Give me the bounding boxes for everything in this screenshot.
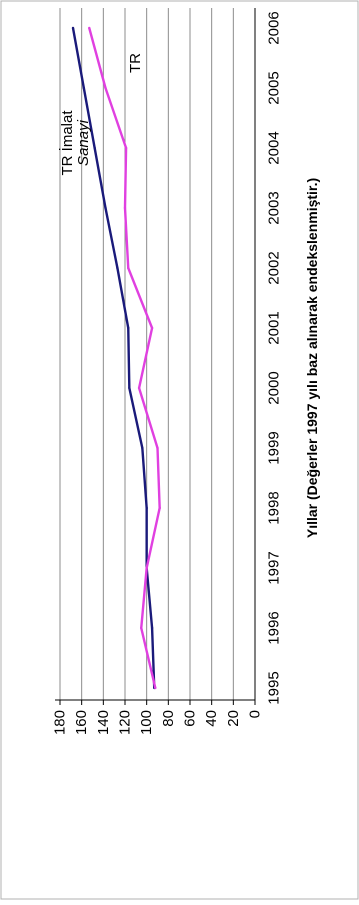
- data-point: [140, 626, 143, 630]
- value-tick-label: 20: [225, 710, 242, 727]
- data-point: [128, 386, 131, 390]
- series-line-tr: [88, 27, 161, 689]
- year-tick-label: 2005: [266, 71, 283, 104]
- data-point: [150, 326, 154, 330]
- data-point: [137, 386, 141, 390]
- data-point: [116, 266, 119, 270]
- series-label-tr: TR: [127, 53, 144, 73]
- year-tick-label: 1996: [266, 611, 283, 644]
- data-point: [104, 206, 107, 210]
- data-point: [154, 686, 157, 690]
- year-tick-label: 2004: [266, 131, 283, 164]
- data-point: [145, 506, 148, 510]
- series-label-line: Sanayi: [75, 119, 92, 166]
- value-tick-label: 100: [138, 710, 155, 735]
- data-point: [158, 506, 161, 510]
- year-tick-label: 2002: [266, 251, 283, 284]
- value-tick-label: 0: [247, 710, 264, 718]
- data-point: [71, 26, 75, 30]
- year-tick-label: 1998: [266, 491, 283, 524]
- data-point: [124, 146, 128, 150]
- series-line-tr-imalat-sanayi: [71, 27, 156, 689]
- data-point: [127, 326, 130, 330]
- data-point: [127, 266, 130, 270]
- series-lines: [71, 26, 161, 690]
- data-point: [104, 86, 107, 90]
- labels: TR İmalatSanayi TR: [58, 53, 144, 176]
- value-tick-label: 40: [203, 710, 220, 727]
- year-tick-label: 2001: [266, 311, 283, 344]
- data-point: [82, 86, 86, 90]
- year-tick-label: 1999: [266, 431, 283, 464]
- value-tick-label: 80: [160, 710, 177, 727]
- data-point: [88, 26, 91, 30]
- year-tick-label: 1997: [266, 551, 283, 584]
- data-point: [150, 626, 154, 630]
- data-point: [156, 446, 159, 450]
- year-tick-label: 2003: [266, 191, 283, 224]
- year-tick-label: 2006: [266, 11, 283, 44]
- data-point: [93, 146, 96, 150]
- grid-lines: [59, 8, 234, 700]
- year-tick-label: 1995: [266, 671, 283, 704]
- data-point: [141, 446, 144, 450]
- x-axis-title: Yıllar (Değerler 1997 yılı baz alınarak …: [304, 178, 320, 538]
- series-label-tr-imalat-sanayi: TR İmalatSanayi: [58, 110, 92, 176]
- value-tick-label: 140: [95, 710, 112, 735]
- series-label-line: TR İmalat: [58, 110, 76, 176]
- value-tick-label: 180: [52, 710, 69, 735]
- value-tick-label: 160: [73, 710, 90, 735]
- data-point: [145, 566, 148, 570]
- year-tick-label: 2000: [266, 371, 283, 404]
- value-tick-label: 120: [117, 710, 134, 735]
- data-point: [123, 206, 127, 210]
- value-tick-label: 60: [182, 710, 199, 727]
